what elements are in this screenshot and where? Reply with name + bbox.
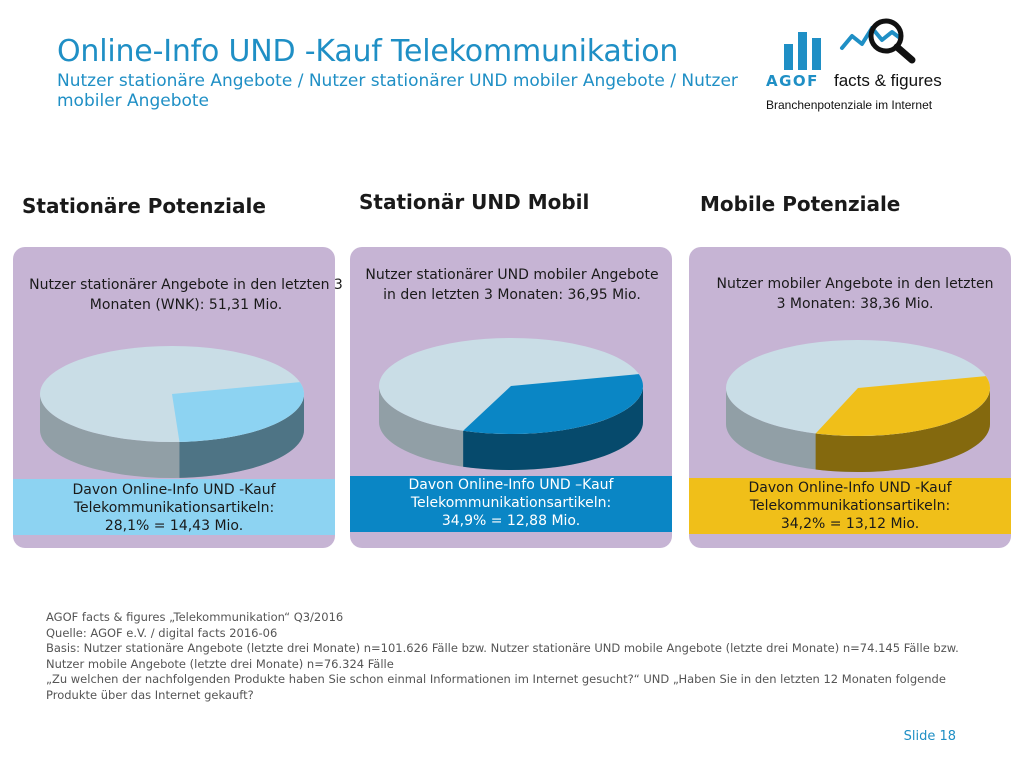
pie-side-slice [179,394,304,478]
pie-chart-mobil [726,340,990,472]
logo-product: facts & figures [834,71,942,90]
pie-chart-stationaer-und-mobil [379,338,643,470]
panel-description-mobil: Nutzer mobiler Angebote in den letzten 3… [716,276,994,312]
pie-side-slice [815,388,990,472]
source-line: AGOF facts & figures „Telekommunikation“… [46,610,344,624]
pie-slice-main [815,376,990,436]
panel-description-stationaer-und-mobil: Nutzer stationärer UND mobiler Angebote … [365,267,659,303]
result-line-1: Davon Online-Info UND -Kauf [72,482,276,498]
result-line-3: 34,2% = 13,12 Mio. [780,516,920,532]
pie-side-slice [463,386,643,470]
pie-slice-main [463,374,643,434]
result-line-1: Davon Online-Info UND –Kauf [408,477,614,493]
page-subtitle: Nutzer stationäre Angebote / Nutzer stat… [57,71,738,111]
pie-chart-stationaer [40,346,304,478]
page-title: Online-Info UND -Kauf Telekommunikation [57,34,679,69]
column-heading-mobil: Mobile Potenziale [700,192,901,216]
result-line-2: Telekommunikationsartikeln: [410,495,612,511]
result-line-1: Davon Online-Info UND -Kauf [748,480,952,496]
source-line: Basis: Nutzer stationäre Angebote (letzt… [46,641,959,671]
result-line-3: 28,1% = 14,43 Mio. [104,518,244,534]
column-heading-stationaer: Stationäre Potenziale [22,194,266,218]
source-line: „Zu welchen der nachfolgenden Produkte h… [46,672,946,702]
result-line-3: 34,9% = 12,88 Mio. [441,513,581,529]
source-note: AGOF facts & figures „Telekommunikation“… [46,610,966,703]
panel-description-stationaer: Nutzer stationärer Angebote in den letzt… [29,277,343,313]
pie-slice-main [172,382,304,442]
result-band-stationaer: Davon Online-Info UND -Kauf Telekommunik… [13,479,335,535]
source-line: Quelle: AGOF e.V. / digital facts 2016-0… [46,625,278,640]
result-line-2: Telekommunikationsartikeln: [73,500,275,516]
result-band-stationaer-und-mobil: Davon Online-Info UND –Kauf Telekommunik… [350,476,672,532]
bar-chart-magnifier-icon [784,18,916,70]
result-line-2: Telekommunikationsartikeln: [749,498,951,514]
logo-brand: AGOF [766,72,819,90]
column-heading-stationaer-und-mobil: Stationär UND Mobil [359,190,590,214]
result-band-mobil: Davon Online-Info UND -Kauf Telekommunik… [689,478,1011,534]
slide-number: Slide 18 [903,729,956,744]
logo-tagline: Branchenpotenziale im Internet [766,98,933,112]
